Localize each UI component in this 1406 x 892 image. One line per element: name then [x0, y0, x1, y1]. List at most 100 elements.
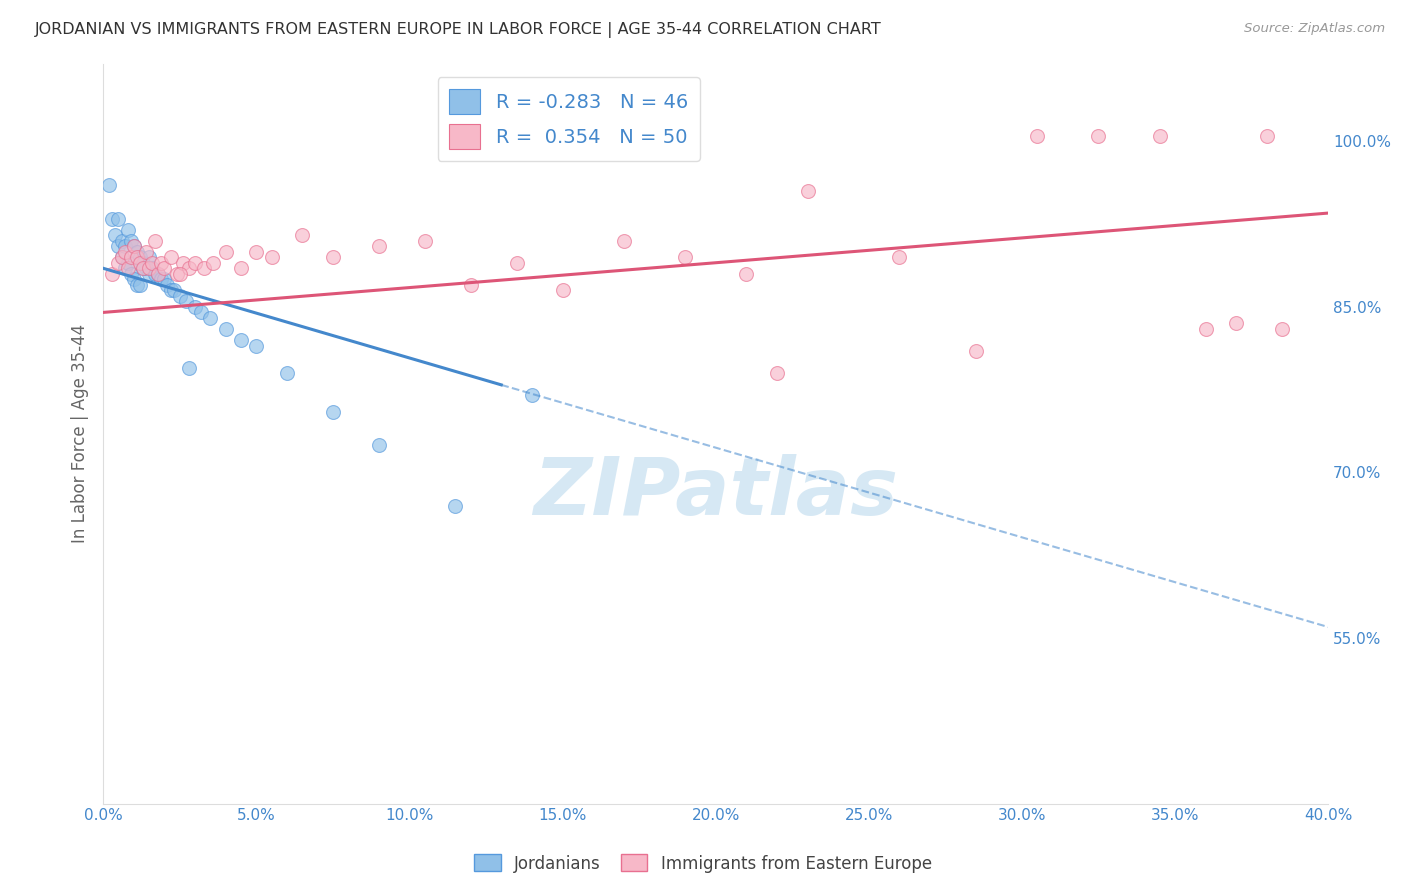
Point — [114, 244, 136, 259]
Text: JORDANIAN VS IMMIGRANTS FROM EASTERN EUROPE IN LABOR FORCE | AGE 35-44 CORRELATI: JORDANIAN VS IMMIGRANTS FROM EASTERN EUR… — [35, 22, 882, 38]
Point — [1271, 322, 1294, 336]
Point — [101, 267, 124, 281]
Point — [132, 261, 155, 276]
Point — [1026, 128, 1049, 143]
Point — [166, 267, 188, 281]
Point — [174, 294, 197, 309]
Point — [184, 300, 207, 314]
Point — [156, 277, 179, 292]
Point — [125, 277, 148, 292]
Point — [143, 267, 166, 281]
Point — [125, 250, 148, 264]
Point — [735, 267, 758, 281]
Point — [260, 250, 283, 264]
Point — [172, 256, 194, 270]
Point — [135, 244, 157, 259]
Point — [98, 178, 121, 193]
Point — [148, 267, 170, 281]
Legend: R = -0.283   N = 46, R =  0.354   N = 50: R = -0.283 N = 46, R = 0.354 N = 50 — [437, 78, 700, 161]
Point — [120, 250, 142, 264]
Point — [117, 261, 139, 276]
Point — [673, 250, 696, 264]
Point — [291, 228, 314, 243]
Point — [322, 405, 344, 419]
Point — [1225, 317, 1247, 331]
Point — [460, 277, 482, 292]
Point — [177, 261, 200, 276]
Point — [505, 256, 527, 270]
Point — [159, 250, 181, 264]
Point — [229, 333, 252, 347]
Y-axis label: In Labor Force | Age 35-44: In Labor Force | Age 35-44 — [72, 325, 89, 543]
Legend: Jordanians, Immigrants from Eastern Europe: Jordanians, Immigrants from Eastern Euro… — [467, 847, 939, 880]
Point — [184, 256, 207, 270]
Point — [796, 184, 818, 198]
Point — [276, 366, 298, 380]
Point — [135, 261, 157, 276]
Point — [245, 338, 267, 352]
Point — [125, 244, 148, 259]
Point — [190, 305, 212, 319]
Point — [128, 256, 150, 270]
Point — [965, 344, 987, 359]
Point — [117, 256, 139, 270]
Point — [613, 234, 636, 248]
Point — [153, 272, 176, 286]
Point — [110, 234, 132, 248]
Point — [114, 239, 136, 253]
Point — [138, 250, 160, 264]
Point — [193, 261, 215, 276]
Point — [132, 256, 155, 270]
Point — [120, 234, 142, 248]
Point — [551, 283, 574, 297]
Point — [1149, 128, 1171, 143]
Point — [169, 267, 191, 281]
Text: Source: ZipAtlas.com: Source: ZipAtlas.com — [1244, 22, 1385, 36]
Point — [122, 239, 145, 253]
Point — [1194, 322, 1216, 336]
Point — [107, 256, 129, 270]
Point — [367, 239, 389, 253]
Point — [150, 256, 173, 270]
Point — [413, 234, 436, 248]
Point — [138, 267, 160, 281]
Point — [110, 250, 132, 264]
Point — [214, 244, 236, 259]
Point — [766, 366, 789, 380]
Point — [169, 289, 191, 303]
Point — [1087, 128, 1109, 143]
Point — [128, 277, 150, 292]
Point — [122, 239, 145, 253]
Point — [177, 360, 200, 375]
Text: ZIPatlas: ZIPatlas — [533, 454, 898, 532]
Point — [138, 261, 160, 276]
Point — [202, 256, 225, 270]
Point — [1256, 128, 1278, 143]
Point — [120, 267, 142, 281]
Point — [150, 272, 173, 286]
Point — [367, 438, 389, 452]
Point — [322, 250, 344, 264]
Point — [229, 261, 252, 276]
Point — [101, 211, 124, 226]
Point — [132, 261, 155, 276]
Point — [444, 499, 467, 513]
Point — [148, 267, 170, 281]
Point — [245, 244, 267, 259]
Point — [117, 222, 139, 236]
Point — [889, 250, 911, 264]
Point — [114, 261, 136, 276]
Point — [104, 228, 127, 243]
Point — [107, 239, 129, 253]
Point — [162, 283, 184, 297]
Point — [520, 388, 543, 402]
Point — [214, 322, 236, 336]
Point — [141, 261, 163, 276]
Point — [141, 256, 163, 270]
Point — [107, 211, 129, 226]
Point — [110, 250, 132, 264]
Point — [122, 272, 145, 286]
Point — [159, 283, 181, 297]
Point — [153, 261, 176, 276]
Point — [200, 310, 222, 325]
